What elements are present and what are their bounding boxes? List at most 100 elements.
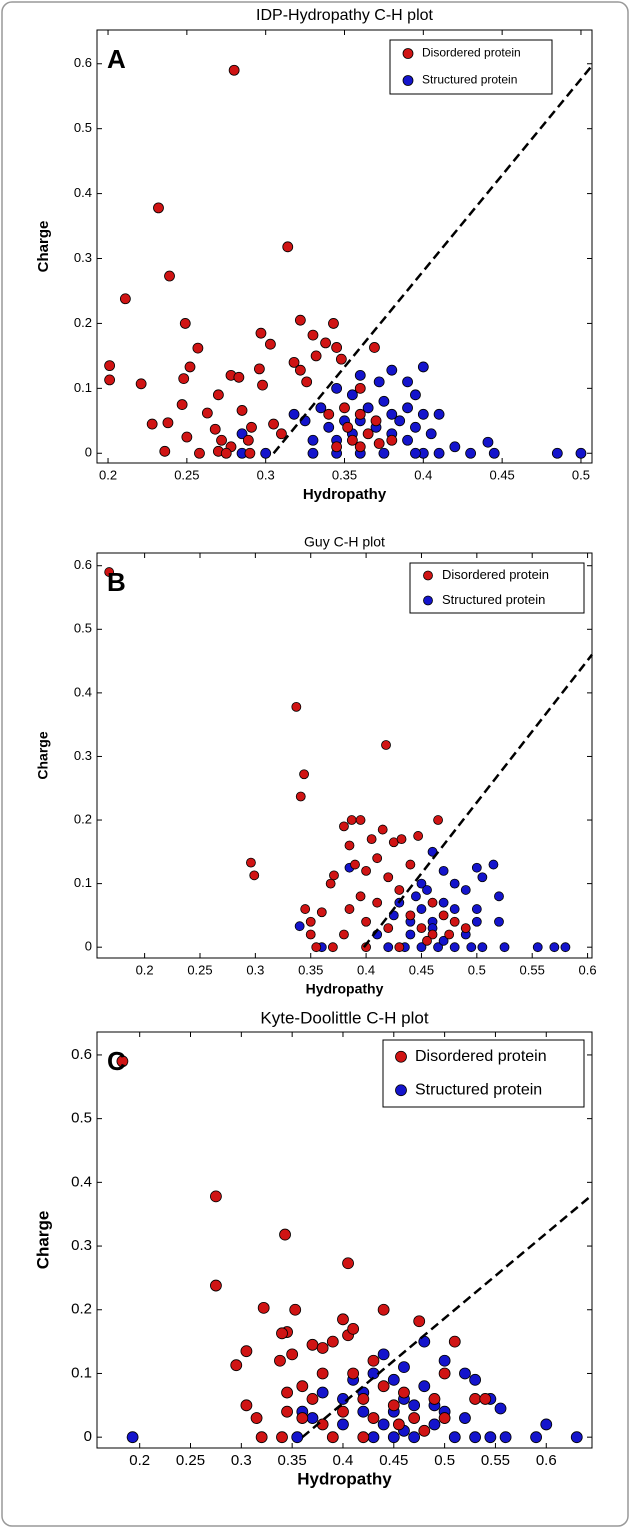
- data-point: [326, 1431, 339, 1444]
- x-tick-label: 0.45: [379, 1452, 408, 1469]
- panel-label: C: [107, 1046, 126, 1076]
- data-point: [449, 878, 460, 889]
- data-point: [408, 1412, 421, 1424]
- x-tick-label: 0.5: [468, 962, 486, 977]
- data-point: [402, 402, 413, 414]
- data-point: [326, 1335, 339, 1348]
- data-point: [494, 916, 504, 927]
- x-axis-label: Hydropathy: [306, 981, 384, 997]
- legend-box: [382, 1039, 585, 1108]
- y-tick-label: 0.3: [74, 748, 92, 763]
- data-point: [116, 1055, 129, 1068]
- data-point: [276, 1327, 288, 1340]
- data-point: [210, 1190, 222, 1203]
- data-point: [549, 942, 560, 953]
- x-axis-label: Hydropathy: [297, 1469, 392, 1488]
- data-point: [328, 318, 339, 329]
- data-point: [427, 929, 438, 940]
- legend-label: Structured protein: [415, 1081, 542, 1098]
- data-point: [104, 567, 115, 577]
- y-tick-label: 0.1: [74, 380, 92, 395]
- data-point: [339, 402, 350, 414]
- data-point: [532, 942, 543, 953]
- data-point: [377, 1348, 390, 1361]
- boundary-line: [362, 653, 593, 948]
- data-point: [449, 904, 460, 914]
- data-point: [361, 916, 371, 927]
- data-point: [438, 1367, 451, 1380]
- data-point: [307, 329, 319, 341]
- data-point: [181, 431, 193, 443]
- data-point: [386, 364, 398, 376]
- data-point: [240, 1399, 253, 1412]
- data-point: [306, 1338, 319, 1351]
- data-point: [246, 421, 257, 433]
- data-point: [422, 935, 432, 946]
- data-point: [482, 436, 494, 448]
- data-point: [294, 314, 306, 326]
- data-point: [337, 1418, 349, 1431]
- data-point: [240, 1345, 253, 1358]
- data-point: [394, 942, 405, 953]
- data-point: [469, 1393, 482, 1405]
- data-point: [372, 853, 383, 864]
- data-point: [331, 382, 343, 394]
- y-tick-label: 0.3: [71, 1237, 92, 1254]
- data-point: [192, 342, 204, 354]
- data-point: [331, 342, 343, 353]
- data-point: [307, 447, 319, 459]
- data-point: [323, 408, 335, 420]
- x-tick-label: 0.4: [357, 962, 375, 977]
- data-point: [178, 373, 190, 385]
- data-point: [291, 1431, 304, 1444]
- data-point: [346, 815, 357, 825]
- data-point: [250, 1412, 263, 1424]
- data-point: [417, 361, 429, 373]
- data-point: [179, 318, 191, 329]
- data-point: [433, 408, 445, 420]
- data-point: [220, 447, 232, 459]
- data-point: [408, 1431, 421, 1444]
- legend-box: [389, 39, 553, 95]
- data-point: [362, 402, 374, 414]
- legend-marker: [423, 570, 433, 581]
- y-tick-label: 0.2: [74, 811, 92, 826]
- data-point: [471, 862, 482, 873]
- data-point: [242, 434, 254, 446]
- data-point: [438, 1354, 451, 1367]
- y-tick-label: 0.4: [71, 1173, 92, 1190]
- data-point: [413, 831, 424, 841]
- data-point: [466, 942, 477, 953]
- x-tick-label: 0.25: [187, 962, 212, 977]
- data-point: [329, 870, 339, 881]
- x-tick-label: 0.5: [572, 467, 590, 482]
- data-point: [299, 769, 309, 780]
- axes-frame: [96, 1031, 593, 1449]
- data-point: [255, 327, 267, 339]
- data-point: [315, 402, 327, 414]
- data-point: [377, 1380, 390, 1393]
- data-point: [257, 379, 268, 391]
- x-tick-label: 0.3: [257, 467, 275, 482]
- data-point: [230, 1359, 243, 1372]
- legend-marker: [395, 1050, 407, 1063]
- data-point: [396, 834, 407, 845]
- data-point: [146, 418, 158, 430]
- data-point: [212, 389, 224, 401]
- data-point: [255, 1431, 268, 1444]
- data-point: [377, 1303, 390, 1316]
- data-point: [418, 1424, 431, 1437]
- data-point: [354, 441, 366, 453]
- data-point: [354, 408, 366, 420]
- data-point: [469, 1373, 482, 1386]
- data-point: [249, 870, 260, 881]
- plot-area: [97, 553, 592, 958]
- data-point: [530, 1431, 542, 1444]
- data-point: [233, 371, 245, 383]
- data-point: [296, 1380, 309, 1393]
- data-point: [294, 921, 305, 932]
- data-point: [438, 910, 449, 921]
- data-point: [560, 942, 571, 953]
- data-point: [347, 1367, 360, 1380]
- data-point: [274, 1354, 286, 1367]
